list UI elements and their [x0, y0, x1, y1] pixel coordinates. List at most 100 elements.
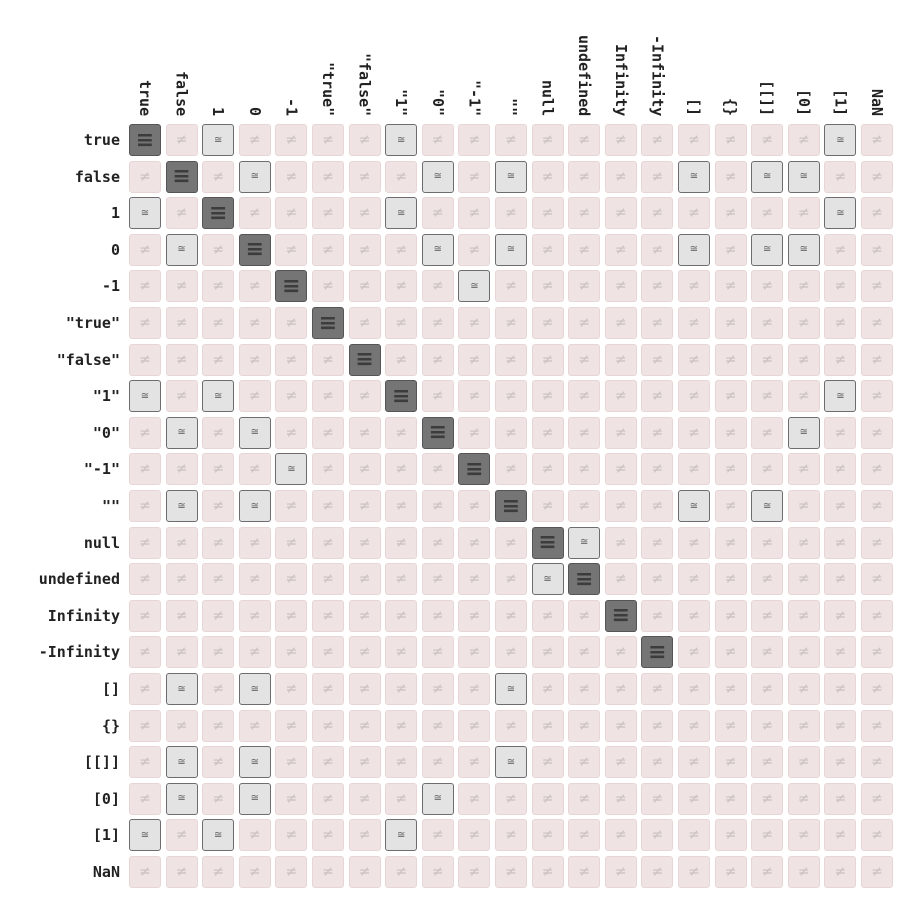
cell-ne: ≠ [641, 270, 674, 303]
cell-ne: ≠ [312, 233, 344, 266]
cell-ne: ≠ [568, 380, 601, 413]
cell-ne: ≠ [165, 343, 198, 376]
cell-ne: ≠ [312, 526, 344, 559]
cell-ne: ≠ [568, 453, 601, 486]
cell-ne: ≠ [129, 307, 161, 339]
cell-ne: ≠ [751, 563, 784, 596]
cell-ne: ≠ [604, 233, 637, 266]
column-header: [0] [786, 8, 822, 116]
cell-ne: ≠ [861, 673, 893, 705]
cell-ne: ≠ [202, 490, 235, 522]
cell-ne: ≠ [861, 233, 893, 266]
cell-ne: ≠ [568, 307, 601, 339]
cell-ne: ≠ [678, 673, 710, 705]
cell-ne: ≠ [385, 233, 418, 266]
cell-ne: ≠ [678, 819, 710, 852]
cell-ne: ≠ [824, 233, 857, 266]
cell-strict: ≡ [129, 124, 161, 156]
cell-ne: ≠ [531, 782, 564, 815]
cell-ne: ≠ [385, 490, 418, 522]
cell-ne: ≠ [641, 563, 674, 596]
column-header: -1 [273, 8, 309, 116]
cell-ne: ≠ [495, 343, 527, 376]
cell-strict: ≡ [275, 270, 308, 303]
cell-ne: ≠ [604, 856, 637, 888]
cell-ne: ≠ [604, 380, 637, 413]
cell-ne: ≠ [495, 453, 527, 486]
cell-ne: ≠ [458, 160, 491, 193]
cell-loose: ≅ [495, 673, 527, 705]
cell-loose: ≅ [238, 160, 271, 193]
cell-ne: ≠ [165, 636, 198, 669]
cell-ne: ≠ [348, 526, 381, 559]
cell-ne: ≠ [385, 160, 418, 193]
cell-ne: ≠ [348, 307, 381, 339]
row-header: null [83, 533, 120, 552]
column-header-label: "true" [319, 61, 337, 116]
cell-ne: ≠ [238, 819, 271, 852]
cell-ne: ≠ [348, 782, 381, 815]
cell-ne: ≠ [495, 856, 527, 888]
row-header: [0] [92, 789, 120, 808]
cell-ne: ≠ [129, 709, 161, 742]
cell-ne: ≠ [312, 599, 344, 632]
cell-ne: ≠ [421, 709, 454, 742]
cell-ne: ≠ [824, 746, 857, 779]
cell-ne: ≠ [202, 636, 235, 669]
cell-ne: ≠ [202, 343, 235, 376]
row-header: 1 [110, 204, 120, 223]
cell-ne: ≠ [275, 380, 308, 413]
cell-ne: ≠ [348, 819, 381, 852]
cell-ne: ≠ [312, 124, 344, 156]
cell-ne: ≠ [641, 307, 674, 339]
cell-ne: ≠ [641, 819, 674, 852]
cell-ne: ≠ [238, 563, 271, 596]
cell-ne: ≠ [678, 563, 710, 596]
row-header: NaN [92, 863, 120, 881]
column-header: "true" [310, 8, 346, 116]
cell-ne: ≠ [385, 636, 418, 669]
cell-ne: ≠ [714, 563, 747, 596]
cell-loose: ≅ [421, 782, 454, 815]
cell-ne: ≠ [385, 526, 418, 559]
column-header: [1] [822, 8, 858, 116]
cell-ne: ≠ [385, 563, 418, 596]
column-header-label: [0] [794, 88, 813, 116]
cell-loose: ≅ [238, 746, 271, 779]
cell-ne: ≠ [312, 636, 344, 669]
cell-ne: ≠ [824, 599, 857, 632]
cell-loose: ≅ [165, 782, 198, 815]
cell-ne: ≠ [495, 819, 527, 852]
row-header: {} [101, 716, 120, 735]
cell-ne: ≠ [238, 856, 271, 888]
cell-ne: ≠ [824, 526, 857, 559]
cell-ne: ≠ [824, 307, 857, 339]
cell-ne: ≠ [165, 197, 198, 230]
column-header: "false" [347, 8, 383, 116]
row-header: "" [101, 497, 120, 515]
cell-ne: ≠ [495, 709, 527, 742]
cell-ne: ≠ [312, 380, 344, 413]
cell-ne: ≠ [495, 124, 527, 156]
cell-ne: ≠ [641, 343, 674, 376]
cell-ne: ≠ [641, 599, 674, 632]
cell-ne: ≠ [202, 599, 235, 632]
cell-ne: ≠ [531, 270, 564, 303]
cell-ne: ≠ [604, 746, 637, 779]
cell-ne: ≠ [861, 782, 893, 815]
cell-loose: ≅ [129, 380, 161, 413]
cell-ne: ≠ [165, 307, 198, 339]
cell-ne: ≠ [385, 453, 418, 486]
cell-ne: ≠ [165, 856, 198, 888]
row-header: undefined [38, 570, 120, 589]
cell-ne: ≠ [165, 819, 198, 852]
cell-ne: ≠ [275, 233, 308, 266]
cell-ne: ≠ [238, 526, 271, 559]
cell-ne: ≠ [531, 490, 564, 522]
cell-ne: ≠ [751, 819, 784, 852]
column-header: 1 [200, 8, 236, 116]
cell-ne: ≠ [348, 709, 381, 742]
cell-ne: ≠ [787, 709, 820, 742]
cell-ne: ≠ [678, 782, 710, 815]
cell-ne: ≠ [678, 270, 710, 303]
